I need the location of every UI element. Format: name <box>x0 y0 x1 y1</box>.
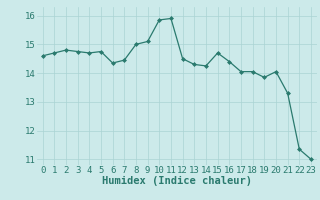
X-axis label: Humidex (Indice chaleur): Humidex (Indice chaleur) <box>102 176 252 186</box>
